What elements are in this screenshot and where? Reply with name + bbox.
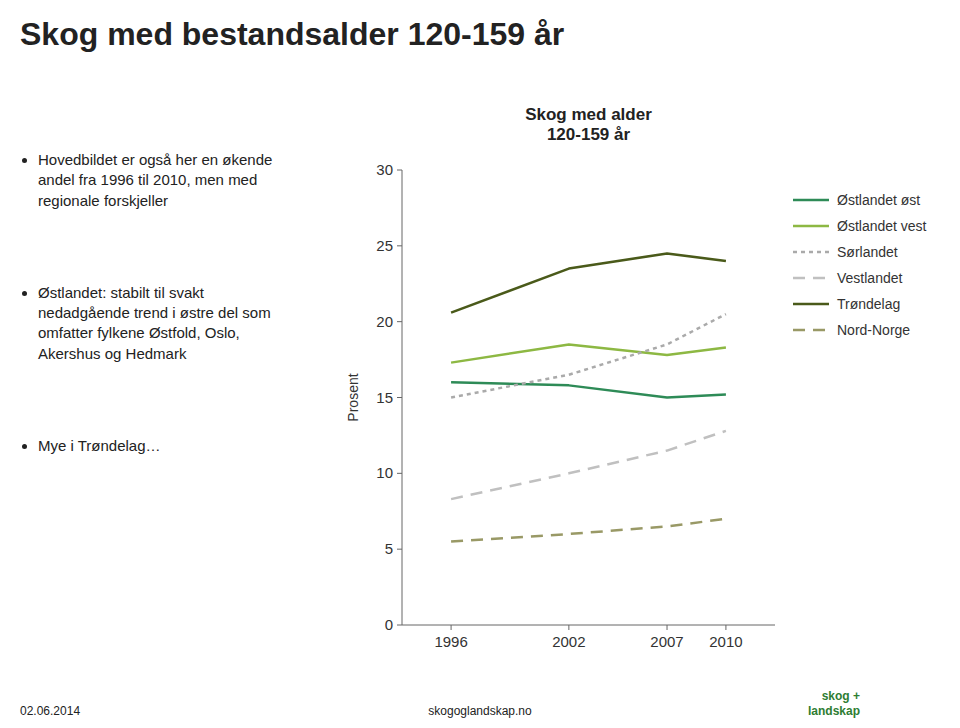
x-tick-label: 2007 xyxy=(650,633,683,650)
y-tick-label: 0 xyxy=(385,616,393,633)
legend: Østlandet øst Østlandet vest Sørlandet Vest… xyxy=(793,192,927,338)
legend-swatch xyxy=(793,277,829,280)
x-axis xyxy=(402,625,775,626)
y-tick xyxy=(397,473,402,474)
x-tick-label: 1996 xyxy=(434,633,467,650)
legend-label: Østlandet vest xyxy=(837,218,927,234)
legend-label: Nord-Norge xyxy=(837,322,910,338)
y-tick xyxy=(397,625,402,626)
series-line xyxy=(451,314,726,397)
x-tick xyxy=(568,625,569,630)
y-tick-label: 30 xyxy=(376,161,393,178)
footer-logo-line: landskap xyxy=(808,704,860,720)
x-tick xyxy=(725,625,726,630)
bullet-list: Hovedbildet er også her en økende andel … xyxy=(14,150,368,528)
legend-swatch xyxy=(793,225,829,228)
bullet: Mye i Trøndelag… xyxy=(38,436,368,456)
footer-left: 02.06.2014 xyxy=(20,704,80,718)
y-tick-label: 15 xyxy=(376,389,393,406)
bullet: Østlandet: stabilt til svakt nedadgående… xyxy=(38,283,368,364)
legend-label: Sørlandet xyxy=(837,244,898,260)
y-tick-label: 5 xyxy=(385,540,393,557)
y-tick-label: 20 xyxy=(376,313,393,330)
footer-right: skog +landskap xyxy=(808,689,860,720)
legend-swatch xyxy=(793,199,829,202)
y-tick-label: 10 xyxy=(376,464,393,481)
chart: Skog med alder120-159 år 0 5 10 15 20 25 30 1996… xyxy=(340,100,960,670)
legend-label: Vestlandet xyxy=(837,270,902,286)
legend-swatch xyxy=(793,329,829,332)
chart-title: Skog med alder120-159 år xyxy=(525,105,652,144)
bullet: Hovedbildet er også her en økende andel … xyxy=(38,150,368,211)
legend-swatch xyxy=(793,303,829,306)
plot-area xyxy=(451,253,726,541)
legend-swatch xyxy=(793,251,829,254)
y-tick xyxy=(397,170,402,171)
y-tick xyxy=(397,549,402,550)
series-line xyxy=(451,519,726,542)
x-tick xyxy=(451,625,452,630)
legend-label: Østlandet øst xyxy=(837,192,920,208)
y-axis-label: Prosent xyxy=(345,373,361,421)
series-line xyxy=(451,253,726,312)
footer-logo-line: skog + xyxy=(808,689,860,705)
x-tick xyxy=(667,625,668,630)
y-tick-label: 25 xyxy=(376,237,393,254)
page-title: Skog med bestandsalder 120-159 år xyxy=(20,16,564,53)
y-tick xyxy=(397,321,402,322)
series-line xyxy=(451,431,726,499)
y-tick xyxy=(397,245,402,246)
legend-label: Trøndelag xyxy=(837,296,900,312)
series-line xyxy=(451,344,726,362)
x-tick-label: 2002 xyxy=(552,633,585,650)
y-tick xyxy=(397,397,402,398)
x-tick-label: 2010 xyxy=(709,633,742,650)
